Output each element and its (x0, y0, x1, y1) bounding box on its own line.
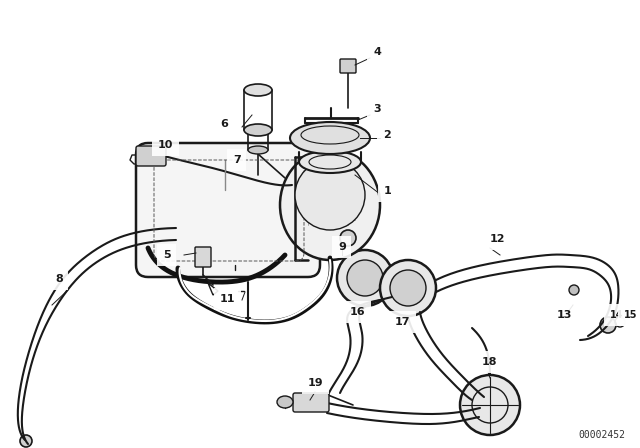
Text: 2: 2 (383, 130, 391, 140)
Text: 3: 3 (373, 104, 381, 114)
Text: 13: 13 (557, 310, 572, 320)
Ellipse shape (299, 151, 361, 173)
Ellipse shape (248, 146, 268, 154)
FancyBboxPatch shape (136, 146, 166, 166)
Ellipse shape (280, 150, 380, 260)
Text: 00002452: 00002452 (578, 430, 625, 440)
Ellipse shape (277, 396, 293, 408)
Circle shape (600, 317, 616, 333)
Ellipse shape (295, 160, 365, 230)
Circle shape (390, 270, 426, 306)
Text: 19: 19 (308, 378, 324, 388)
FancyBboxPatch shape (340, 59, 356, 73)
Text: 16: 16 (350, 307, 365, 317)
Text: 1: 1 (384, 186, 392, 196)
Text: 6: 6 (220, 119, 228, 129)
Text: 17: 17 (395, 317, 410, 327)
Text: 5: 5 (163, 250, 171, 260)
Text: 8: 8 (55, 274, 63, 284)
Text: 10: 10 (158, 140, 173, 150)
Ellipse shape (244, 124, 272, 136)
Text: 18: 18 (482, 357, 497, 367)
Circle shape (347, 260, 383, 296)
Text: 9: 9 (338, 242, 346, 252)
FancyBboxPatch shape (293, 393, 329, 412)
Text: 7: 7 (233, 155, 241, 165)
Circle shape (340, 230, 356, 246)
Ellipse shape (244, 84, 272, 96)
Circle shape (460, 375, 520, 435)
FancyBboxPatch shape (136, 143, 320, 277)
Circle shape (20, 435, 32, 447)
Text: 14: 14 (610, 310, 623, 320)
Text: 12: 12 (490, 234, 506, 244)
Circle shape (569, 285, 579, 295)
FancyBboxPatch shape (195, 247, 211, 267)
Circle shape (380, 260, 436, 316)
Circle shape (337, 250, 393, 306)
Text: 11: 11 (220, 294, 236, 304)
Text: 4: 4 (373, 47, 381, 57)
Text: 15: 15 (624, 310, 637, 320)
Ellipse shape (290, 122, 370, 154)
